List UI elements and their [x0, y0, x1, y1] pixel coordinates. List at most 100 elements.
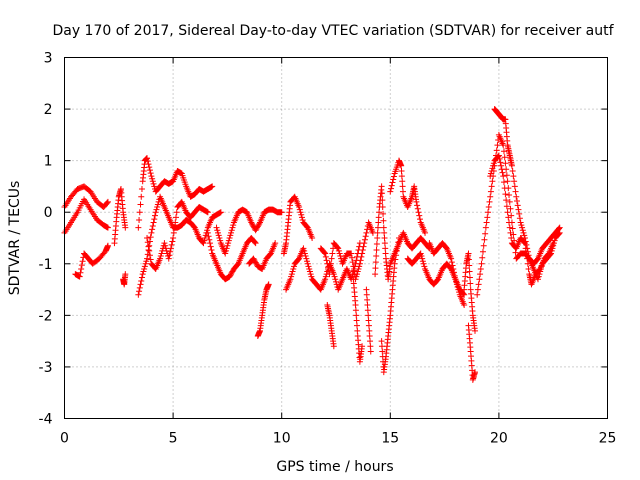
- data-point: [493, 147, 500, 154]
- data-point: [505, 214, 512, 221]
- data-point: [503, 197, 510, 204]
- data-point: [169, 238, 176, 245]
- data-point: [477, 265, 484, 272]
- data-point: [145, 161, 152, 168]
- data-point: [535, 273, 542, 280]
- data-point: [217, 237, 224, 244]
- data-point: [488, 183, 495, 190]
- data-point: [230, 222, 237, 229]
- data-point: [331, 273, 338, 280]
- data-point: [204, 229, 211, 236]
- data-point: [364, 307, 371, 314]
- data-point: [201, 235, 208, 241]
- data-point: [256, 220, 263, 227]
- data-point: [372, 265, 379, 272]
- data-point: [519, 224, 526, 231]
- data-point: [487, 173, 494, 180]
- data-point: [332, 276, 339, 283]
- data-point: [393, 247, 400, 254]
- data-point: [364, 302, 371, 309]
- data-point: [149, 178, 156, 185]
- data-point: [171, 224, 178, 231]
- data-point: [448, 259, 455, 266]
- data-point: [136, 216, 143, 223]
- data-point: [158, 250, 165, 257]
- data-point: [472, 327, 479, 334]
- data-point: [348, 254, 355, 261]
- data-points: [61, 106, 563, 383]
- data-point: [304, 223, 311, 230]
- data-point: [497, 159, 504, 166]
- plot-frame: [64, 57, 608, 419]
- data-point: [461, 302, 468, 309]
- data-point: [138, 274, 145, 281]
- data-point: [373, 247, 380, 254]
- data-point: [296, 204, 303, 211]
- data-point: [287, 276, 294, 283]
- data-point: [227, 272, 234, 279]
- data-point: [228, 227, 235, 234]
- series-track-r: [363, 286, 374, 355]
- data-point: [322, 273, 329, 280]
- data-point: [503, 203, 510, 210]
- data-point: [506, 224, 513, 231]
- data-point: [484, 214, 491, 221]
- data-point: [167, 248, 174, 255]
- data-point: [372, 271, 379, 278]
- data-point: [375, 214, 382, 221]
- data-point: [206, 236, 213, 243]
- data-point: [170, 229, 177, 236]
- data-point: [507, 229, 514, 236]
- data-point: [323, 257, 330, 264]
- data-point: [399, 183, 406, 190]
- data-point: [388, 185, 395, 192]
- series-track-b: [61, 196, 111, 236]
- data-point: [122, 224, 129, 231]
- data-point: [522, 245, 529, 252]
- data-point: [525, 265, 532, 272]
- data-point: [359, 343, 366, 350]
- data-point: [477, 271, 484, 278]
- data-point: [348, 250, 355, 257]
- data-point: [496, 155, 503, 162]
- data-point: [336, 250, 343, 257]
- series-track-l: [254, 281, 272, 339]
- data-point: [379, 197, 386, 204]
- y-tick-label: 2: [44, 102, 53, 118]
- data-point: [508, 235, 515, 241]
- data-point: [172, 214, 179, 221]
- data-point: [367, 348, 374, 355]
- data-point: [394, 243, 401, 250]
- data-point: [253, 260, 260, 267]
- data-point: [333, 278, 339, 285]
- x-tick-label: 5: [169, 431, 178, 447]
- data-point: [451, 272, 458, 279]
- data-point: [363, 229, 370, 236]
- data-point: [327, 265, 334, 272]
- data-point: [555, 230, 562, 237]
- data-point: [306, 265, 313, 272]
- data-point: [139, 271, 146, 278]
- data-point: [504, 178, 511, 185]
- data-point: [450, 265, 457, 272]
- data-point: [500, 179, 507, 186]
- data-point: [398, 167, 405, 174]
- data-point: [358, 253, 365, 260]
- y-axis-label: SDTVAR / TECUs: [7, 181, 23, 296]
- y-tick-label: -4: [39, 412, 53, 428]
- data-point: [395, 235, 402, 241]
- data-point: [398, 162, 405, 169]
- data-point: [141, 263, 148, 270]
- data-point: [204, 227, 211, 234]
- chart-title: Day 170 of 2017, Sidereal Day-to-day VTE…: [52, 23, 614, 39]
- data-point: [157, 253, 164, 260]
- data-point: [255, 222, 262, 229]
- data-point: [353, 322, 360, 329]
- data-point: [380, 217, 387, 224]
- data-point: [250, 255, 257, 262]
- data-point: [382, 250, 389, 257]
- data-point: [498, 166, 505, 173]
- data-point: [144, 158, 151, 165]
- data-point: [353, 273, 360, 280]
- data-point: [104, 199, 111, 206]
